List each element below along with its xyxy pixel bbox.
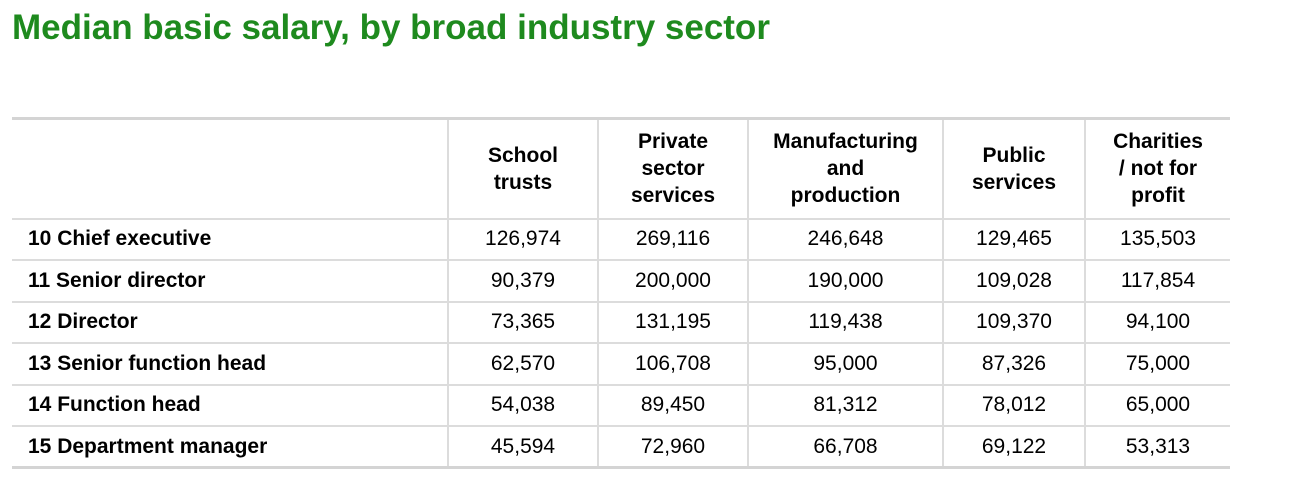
salary-value: 135,503 [1084, 217, 1230, 261]
salary-value: 87,326 [942, 342, 1085, 386]
salary-value: 131,195 [597, 300, 748, 344]
column-header-line: trusts [493, 170, 553, 194]
row-label: 13 Senior function head [12, 342, 448, 386]
salary-value: 109,370 [942, 300, 1085, 344]
salary-value: 129,465 [942, 217, 1085, 261]
salary-value: 117,854 [1084, 259, 1230, 303]
column-header: School trusts [447, 117, 598, 220]
salary-value: 66,708 [747, 425, 943, 469]
chart-title: Median basic salary, by broad industry s… [12, 8, 770, 47]
column-header-line: sector [641, 157, 705, 181]
row-label: 15 Department manager [12, 425, 448, 469]
table-row: 12 Director 73,365 131,195 119,438 109,370 94… [12, 300, 1230, 344]
table-row: 13 Senior function head 62,570 106,708 95,0… [12, 342, 1230, 386]
column-header: Manufacturing and production [747, 117, 943, 220]
salary-value: 95,000 [747, 342, 943, 386]
salary-value: 65,000 [1084, 383, 1230, 427]
row-label-header [12, 117, 448, 220]
table-row: 15 Department manager 45,594 72,960 66,708 6… [12, 425, 1230, 469]
column-header-line: Manufacturing [773, 130, 918, 154]
salary-value: 54,038 [447, 383, 598, 427]
salary-value: 126,974 [447, 217, 598, 261]
column-header-line: School [487, 143, 558, 167]
table-row: 11 Senior director 90,379 200,000 190,000 10… [12, 259, 1230, 303]
salary-value: 81,312 [747, 383, 943, 427]
salary-value: 269,116 [597, 217, 748, 261]
salary-value: 246,648 [747, 217, 943, 261]
salary-value: 72,960 [597, 425, 748, 469]
salary-value: 89,450 [597, 383, 748, 427]
salary-value: 106,708 [597, 342, 748, 386]
column-header-line: services [971, 170, 1057, 194]
salary-value: 73,365 [447, 300, 598, 344]
column-header-line: and [826, 157, 865, 181]
salary-value: 119,438 [747, 300, 943, 344]
salary-value: 75,000 [1084, 342, 1230, 386]
salary-table: School trusts Private sector services Manuf… [12, 117, 1230, 469]
column-header: Charities / not for profit [1084, 117, 1230, 220]
column-header-line: production [790, 184, 901, 208]
column-header-line: services [630, 184, 716, 208]
salary-value: 53,313 [1084, 425, 1230, 469]
salary-value: 45,594 [447, 425, 598, 469]
column-header-line: profit [1131, 184, 1185, 208]
row-label: 12 Director [12, 300, 448, 344]
row-label: 10 Chief executive [12, 217, 448, 261]
salary-value: 90,379 [447, 259, 598, 303]
row-label: 11 Senior director [12, 259, 448, 303]
salary-value: 94,100 [1084, 300, 1230, 344]
salary-value: 78,012 [942, 383, 1085, 427]
salary-value: 62,570 [447, 342, 598, 386]
column-header-line: / not for [1118, 157, 1198, 181]
column-header: Private sector services [597, 117, 748, 220]
salary-value: 109,028 [942, 259, 1085, 303]
column-header-line: Charities [1113, 130, 1203, 154]
salary-value: 69,122 [942, 425, 1085, 469]
row-label: 14 Function head [12, 383, 448, 427]
header-row: School trusts Private sector services Manuf… [12, 117, 1230, 220]
column-header-line: Private [637, 130, 709, 154]
column-header-line: Public [982, 143, 1046, 167]
table-body: 10 Chief executive 126,974 269,116 246,648 1… [12, 217, 1230, 469]
column-header: Public services [942, 117, 1085, 220]
table-row: 14 Function head 54,038 89,450 81,312 78,012… [12, 383, 1230, 427]
salary-value: 190,000 [747, 259, 943, 303]
salary-value: 200,000 [597, 259, 748, 303]
table-row: 10 Chief executive 126,974 269,116 246,648 1… [12, 217, 1230, 261]
